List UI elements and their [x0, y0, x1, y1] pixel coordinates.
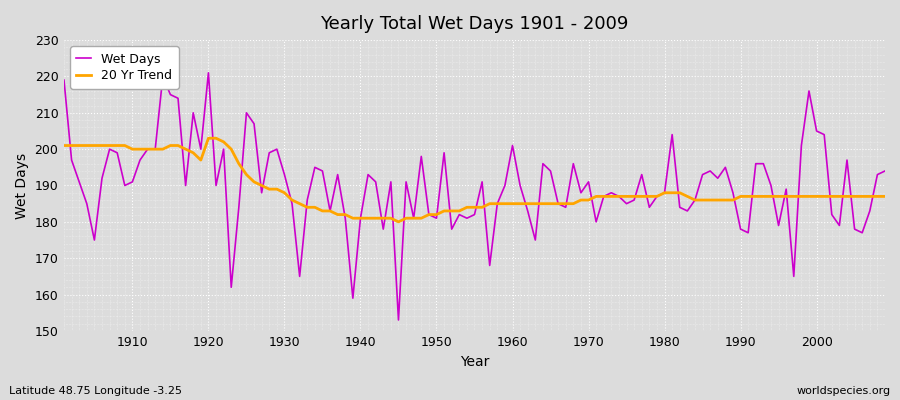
Wet Days: [614, 194, 625, 199]
Wet Days: [515, 183, 526, 188]
Wet Days: [340, 216, 351, 221]
20 Yr Trend: [203, 136, 214, 141]
Text: Latitude 48.75 Longitude -3.25: Latitude 48.75 Longitude -3.25: [9, 386, 182, 396]
Title: Yearly Total Wet Days 1901 - 2009: Yearly Total Wet Days 1901 - 2009: [320, 15, 629, 33]
20 Yr Trend: [120, 143, 130, 148]
20 Yr Trend: [340, 212, 351, 217]
Wet Days: [393, 318, 404, 322]
Legend: Wet Days, 20 Yr Trend: Wet Days, 20 Yr Trend: [70, 46, 179, 89]
Wet Days: [522, 208, 533, 213]
20 Yr Trend: [294, 201, 305, 206]
Wet Days: [294, 274, 305, 279]
20 Yr Trend: [58, 143, 69, 148]
Line: 20 Yr Trend: 20 Yr Trend: [64, 138, 885, 222]
Wet Days: [879, 168, 890, 173]
20 Yr Trend: [614, 194, 625, 199]
Text: worldspecies.org: worldspecies.org: [796, 386, 891, 396]
Wet Days: [203, 70, 214, 75]
Line: Wet Days: Wet Days: [64, 73, 885, 320]
Wet Days: [58, 78, 69, 82]
20 Yr Trend: [522, 201, 533, 206]
20 Yr Trend: [515, 201, 526, 206]
20 Yr Trend: [879, 194, 890, 199]
Wet Days: [120, 183, 130, 188]
X-axis label: Year: Year: [460, 355, 490, 369]
20 Yr Trend: [393, 220, 404, 224]
Y-axis label: Wet Days: Wet Days: [15, 152, 29, 218]
